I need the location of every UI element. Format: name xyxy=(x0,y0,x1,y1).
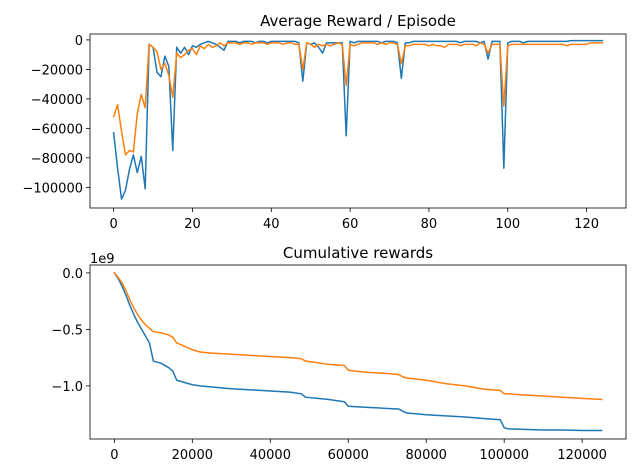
x-tick-label: 20 xyxy=(184,217,201,232)
y-tick-label: −20000 xyxy=(31,63,83,78)
chart-title: Cumulative rewards xyxy=(283,244,433,262)
y-offset-text: 1e9 xyxy=(90,252,115,267)
y-tick-label: −80000 xyxy=(31,152,83,167)
x-tick-label: 120 xyxy=(574,217,599,232)
x-tick-label: 0 xyxy=(110,217,118,232)
y-tick-label: −0.5 xyxy=(51,323,83,338)
x-tick-label: 80 xyxy=(421,217,438,232)
x-tick-label: 100 xyxy=(495,217,520,232)
y-tick-label: 0 xyxy=(75,34,83,49)
x-tick-label: 40 xyxy=(263,217,280,232)
series-line-1 xyxy=(113,271,603,432)
y-tick-label: −60000 xyxy=(31,122,83,137)
y-tick-label: −40000 xyxy=(31,93,83,108)
reward-per-episode-axes: Average Reward / Episode 0 20 40 60 80 100 120… xyxy=(22,12,627,232)
series-line-2 xyxy=(112,42,604,156)
y-tick-label: −1.0 xyxy=(51,380,83,395)
x-tick-label: 120000 xyxy=(557,448,607,463)
x-tick-label: 0 xyxy=(110,448,118,463)
x-tick-label: 20000 xyxy=(172,448,213,463)
x-tick-label: 60000 xyxy=(328,448,369,463)
axes-frame xyxy=(89,33,627,209)
y-tick-label: 0.0 xyxy=(62,267,83,282)
series-line-2 xyxy=(113,271,603,401)
x-tick-label: 40000 xyxy=(250,448,291,463)
x-tick-label: 60 xyxy=(342,217,359,232)
axes-frame xyxy=(89,264,627,440)
chart-title: Average Reward / Episode xyxy=(260,12,456,30)
cumulative-rewards-axes: Cumulative rewards 1e9 0 20000 40000 60000 8… xyxy=(51,244,627,463)
x-tick-label: 80000 xyxy=(406,448,447,463)
x-tick-label: 100000 xyxy=(479,448,529,463)
series-line-1 xyxy=(112,39,604,200)
y-tick-label: −100000 xyxy=(22,181,83,196)
